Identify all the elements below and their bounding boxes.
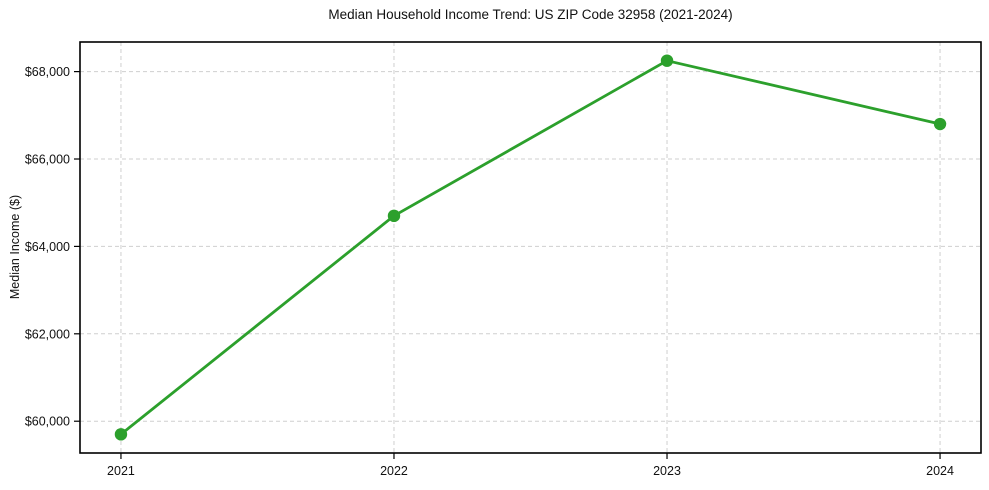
x-tick-label: 2024 — [926, 464, 954, 478]
data-point — [114, 428, 128, 441]
x-tick-label: 2023 — [653, 464, 681, 478]
chart-title: Median Household Income Trend: US ZIP Co… — [328, 7, 733, 22]
data-point — [387, 209, 401, 223]
plot-border — [79, 41, 982, 454]
data-point — [660, 54, 674, 67]
x-tick-label: 2022 — [380, 464, 408, 478]
data-point — [933, 117, 947, 131]
y-tick-label: $60,000 — [25, 415, 70, 429]
y-tick-label: $64,000 — [25, 240, 70, 254]
y-tick-label: $66,000 — [25, 153, 70, 167]
trend-line — [119, 59, 942, 436]
y-tick-label: $68,000 — [25, 65, 70, 79]
x-tick-label: 2021 — [107, 464, 135, 478]
y-tick-label: $62,000 — [25, 327, 70, 341]
